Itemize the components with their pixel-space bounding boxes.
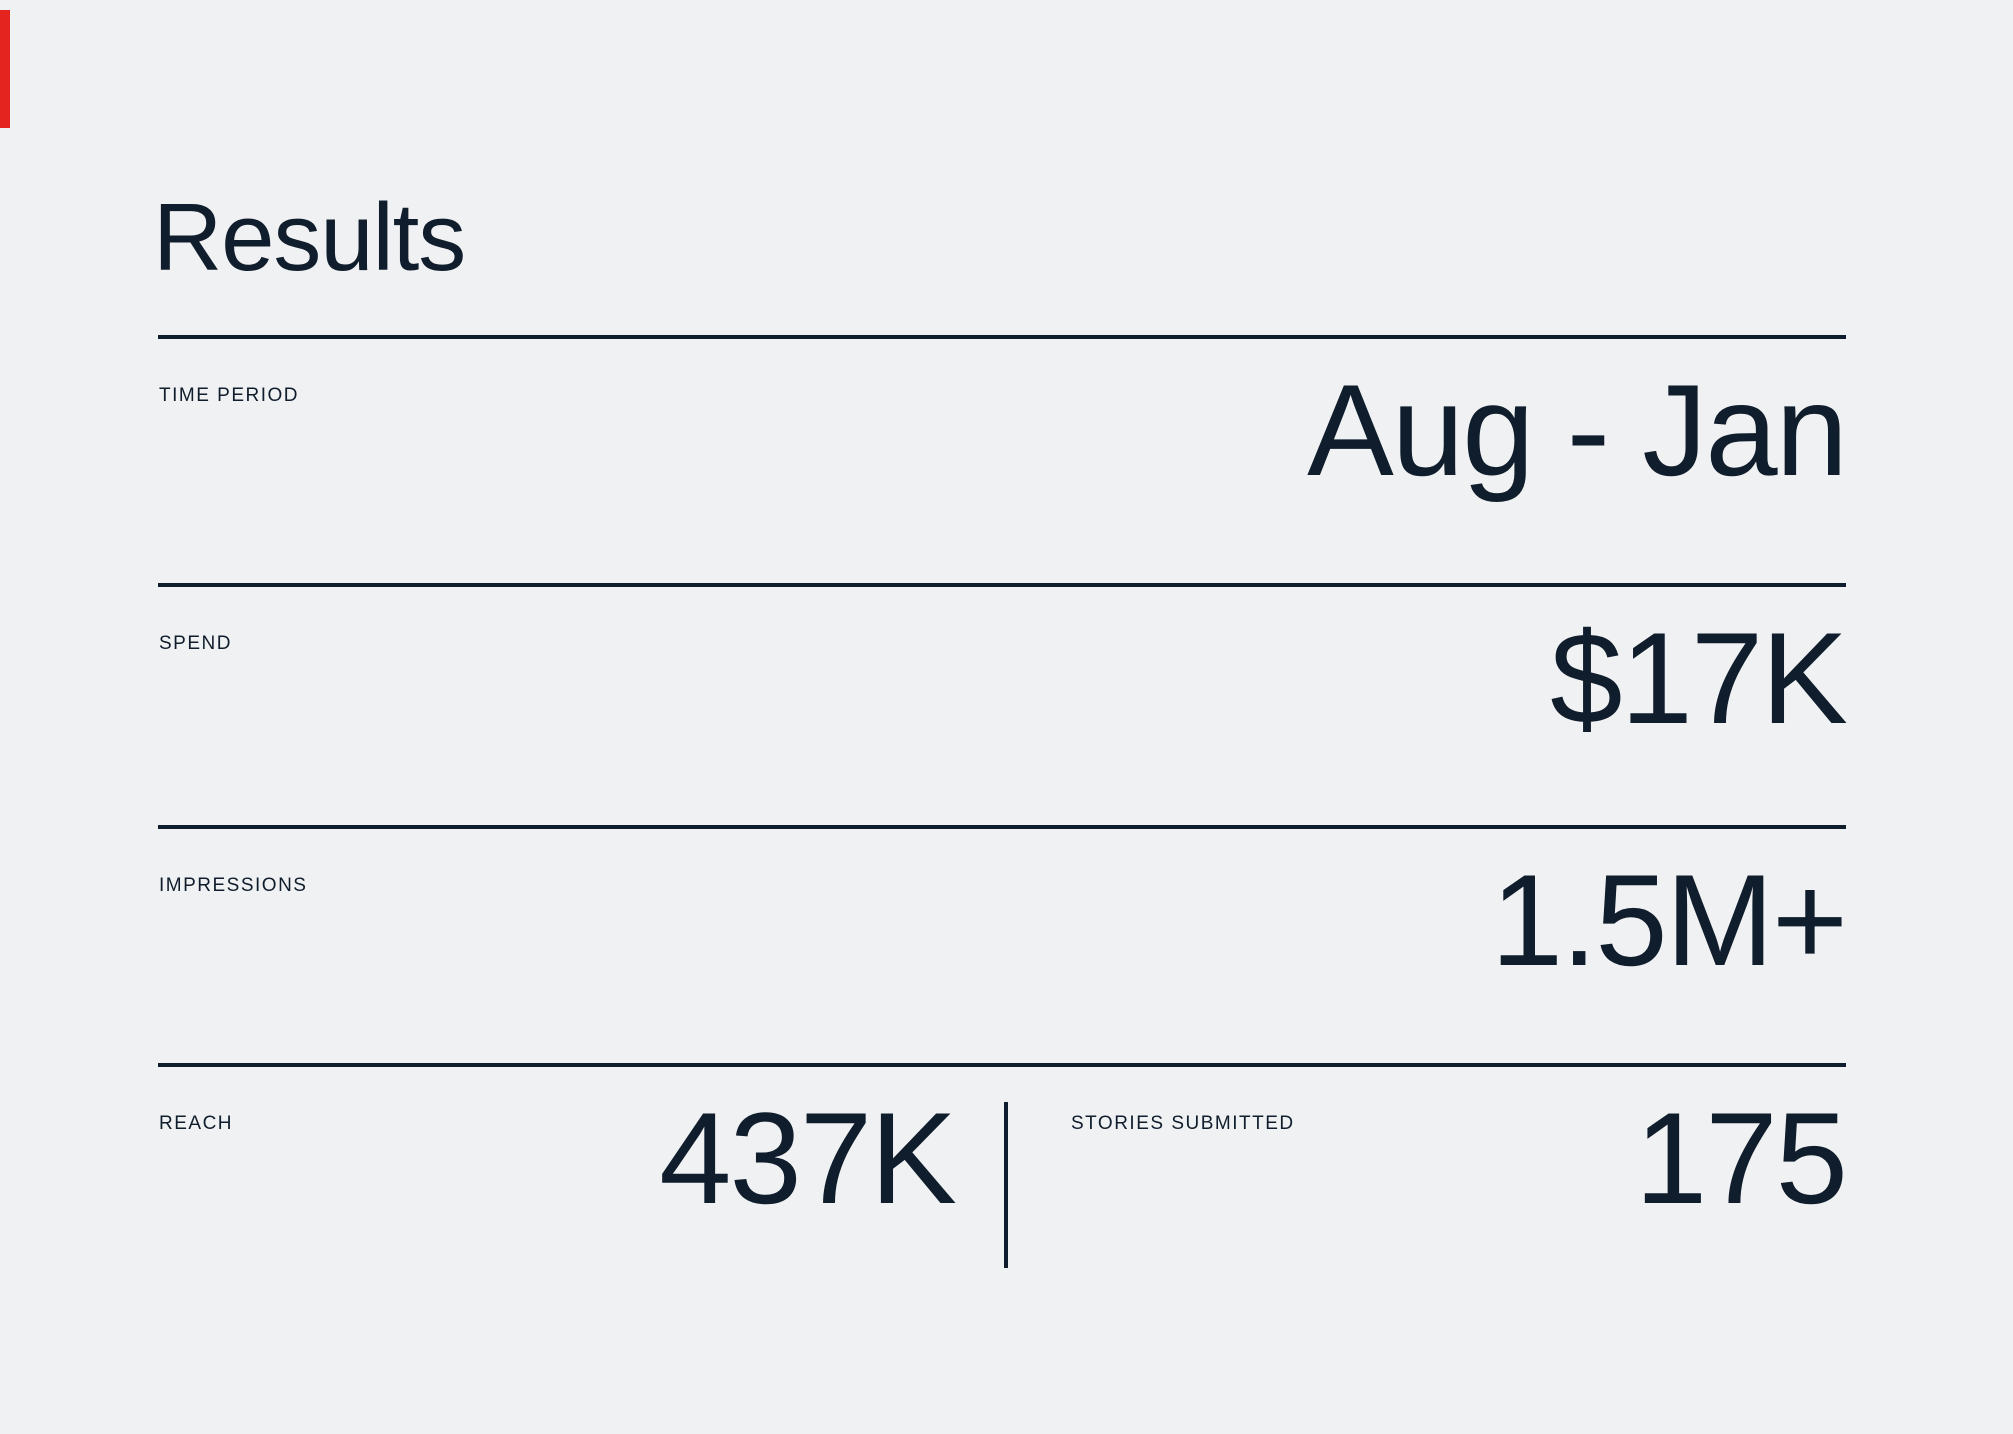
metric-label-stories-submitted: STORIES SUBMITTED <box>1071 1113 1295 1134</box>
metric-label-time-period: TIME PERIOD <box>159 385 300 406</box>
metric-row-spend: SPEND $17K <box>158 583 1848 825</box>
metric-label-reach: REACH <box>159 1113 234 1134</box>
metric-label-impressions: IMPRESSIONS <box>159 875 308 896</box>
metric-value-spend: $17K <box>1550 605 1848 751</box>
metric-label-spend: SPEND <box>159 633 232 654</box>
metric-row-impressions: IMPRESSIONS 1.5M+ <box>158 825 1848 1063</box>
metric-value-impressions: 1.5M+ <box>1490 847 1848 993</box>
red-accent-bar <box>0 10 10 128</box>
metric-value-reach: 437K <box>659 1085 957 1231</box>
metric-row-reach-stories: REACH 437K STORIES SUBMITTED 175 <box>158 1063 1848 1434</box>
metric-row-time-period: TIME PERIOD Aug - Jan <box>158 335 1848 583</box>
metric-value-stories-submitted: 175 <box>1634 1085 1848 1231</box>
page-title: Results <box>153 184 466 292</box>
vertical-divider <box>1004 1102 1008 1268</box>
metric-value-time-period: Aug - Jan <box>1307 357 1848 503</box>
